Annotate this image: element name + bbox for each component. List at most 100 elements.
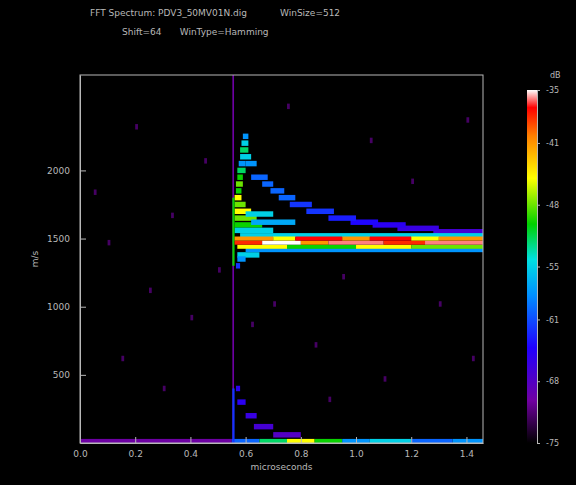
x-tick-mark <box>190 437 191 443</box>
cell <box>236 263 240 268</box>
cell <box>315 439 343 443</box>
colorbar-tick: -55 <box>537 263 559 272</box>
cell <box>121 356 124 361</box>
cell <box>301 241 329 245</box>
cells <box>80 75 483 443</box>
title: FFT Spectrum: PDV3_50MV01N.dig <box>90 8 247 18</box>
cell <box>190 315 193 320</box>
cell <box>243 134 249 139</box>
y-tick: 500 <box>53 370 86 380</box>
colorbar-tick: -48 <box>537 201 559 210</box>
plot-area <box>80 75 483 443</box>
cell <box>251 219 295 224</box>
cell <box>235 202 246 207</box>
y-axis-title: m/s <box>30 250 40 267</box>
cell <box>384 376 387 381</box>
colorbar-tick: -35 <box>537 86 559 95</box>
colorbar-tick-label: -48 <box>546 201 559 210</box>
cell <box>342 274 345 279</box>
cell <box>236 386 240 391</box>
colorbar-tick-label: -61 <box>546 316 559 325</box>
y-tick: 1000 <box>47 302 86 312</box>
cell <box>235 195 242 200</box>
cell <box>466 117 469 122</box>
y-tick: 2000 <box>47 166 86 176</box>
cell <box>370 439 411 443</box>
colorbar-tick-mark <box>537 319 540 320</box>
colorbar-tick-label: -55 <box>546 263 559 272</box>
x-axis-line <box>81 443 484 444</box>
cell <box>273 432 301 437</box>
cell <box>237 168 245 173</box>
cell <box>439 237 483 241</box>
x-tick-label: 0.8 <box>294 449 309 459</box>
cell <box>411 237 439 241</box>
x-tick-label: 0.4 <box>184 449 199 459</box>
cell <box>235 237 274 241</box>
x-tick-mark <box>356 437 357 443</box>
colorbar-tick-mark <box>537 90 540 91</box>
cell <box>328 241 383 245</box>
cell <box>240 147 248 152</box>
cell <box>149 288 152 293</box>
cell <box>254 424 273 429</box>
plot-frame <box>80 75 483 443</box>
colorbar-tick: -68 <box>537 377 559 386</box>
cell <box>290 202 312 207</box>
colorbar-tick-mark <box>537 205 540 206</box>
cell <box>270 188 284 193</box>
cell <box>439 301 442 306</box>
cell <box>246 413 257 418</box>
y-axis: 500 1000 1500 2000 <box>47 76 86 444</box>
x-tick: 0.8 <box>294 437 309 459</box>
x-tick-label: 1.4 <box>460 449 475 459</box>
colorbar-tick-mark <box>537 381 540 382</box>
colorbar-title: dB <box>550 71 561 80</box>
cell <box>235 228 274 233</box>
cell <box>246 161 257 166</box>
cell <box>262 181 273 186</box>
cell <box>204 158 207 163</box>
cell <box>241 140 248 145</box>
x-axis: 0.00.20.40.60.81.01.21.4 <box>73 437 483 459</box>
y-axis-line <box>80 76 81 444</box>
annotation: Shift=64 <box>122 27 162 37</box>
cell <box>315 342 318 347</box>
cell <box>232 75 234 443</box>
colorbar-tick-mark <box>537 443 540 444</box>
x-tick-mark <box>246 437 247 443</box>
x-tick-label: 0.2 <box>129 449 143 459</box>
cell <box>232 198 234 266</box>
cell <box>237 256 245 261</box>
x-tick-label: 1.0 <box>349 449 364 459</box>
y-tick: 1500 <box>47 234 86 244</box>
cell <box>80 439 232 443</box>
cell <box>273 237 295 241</box>
cell <box>342 237 370 241</box>
cell <box>370 138 373 143</box>
x-tick-label: 1.2 <box>405 449 419 459</box>
cell <box>453 439 483 443</box>
x-tick-mark <box>135 437 136 443</box>
cell <box>236 188 242 193</box>
x-tick-mark <box>411 437 412 443</box>
x-tick-mark <box>301 437 302 443</box>
cell <box>163 386 166 391</box>
cell <box>472 356 475 361</box>
cell <box>240 154 251 159</box>
colorbar-tick-mark <box>537 267 540 268</box>
cell <box>287 104 290 109</box>
cell <box>237 174 243 179</box>
colorbar <box>527 90 537 443</box>
x-tick: 0.2 <box>129 437 143 459</box>
cell <box>279 195 296 200</box>
y-tick-mark <box>80 375 86 376</box>
y-tick-mark <box>80 170 86 171</box>
cell <box>232 388 234 443</box>
x-tick: 1.4 <box>460 437 475 459</box>
colorbar-axis: -35-41-48-55-61-68-75 <box>537 86 559 448</box>
cell <box>287 439 315 443</box>
background <box>0 0 576 485</box>
cell <box>411 179 414 184</box>
x-tick: 0.6 <box>239 437 254 459</box>
